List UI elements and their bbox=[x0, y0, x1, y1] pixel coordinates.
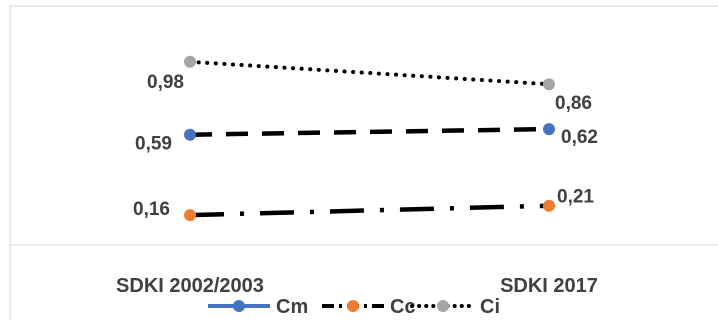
data-label-cc-2: 0,21 bbox=[557, 187, 594, 208]
series-line-cm bbox=[189, 126, 550, 137]
legend-label-ci: Ci bbox=[480, 296, 500, 318]
legend-swatch-marker-cm bbox=[233, 300, 245, 312]
data-label-ci-2: 0,86 bbox=[555, 93, 592, 114]
data-point-ci-2 bbox=[543, 78, 555, 91]
category-label-2: SDKI 2017 bbox=[500, 275, 598, 297]
legend-item-cc: Cc bbox=[322, 296, 416, 318]
data-point-cm-1 bbox=[184, 128, 196, 141]
series-line-ci bbox=[188, 59, 551, 87]
data-label-cc-1: 0,16 bbox=[133, 199, 170, 220]
series-line-cc bbox=[189, 203, 550, 218]
series-cm: 0,59 0,62 bbox=[135, 123, 598, 155]
legend-swatch-marker-ci bbox=[437, 300, 449, 312]
series-layer: 0,59 0,62 0,16 0,21 0,98 0,86 bbox=[133, 55, 598, 222]
data-point-cc-2 bbox=[543, 199, 555, 212]
category-axis: SDKI 2002/2003 SDKI 2017 bbox=[116, 275, 598, 297]
legend-item-ci: Ci bbox=[410, 296, 500, 318]
plot-frame bbox=[9, 5, 718, 320]
data-point-ci-1 bbox=[184, 55, 196, 68]
series-cc: 0,16 0,21 bbox=[133, 187, 594, 222]
data-point-cm-2 bbox=[543, 123, 555, 136]
legend-label-cc: Cc bbox=[390, 296, 416, 318]
category-label-1: SDKI 2002/2003 bbox=[116, 275, 264, 297]
data-label-ci-1: 0,98 bbox=[147, 72, 184, 93]
legend-swatch-marker-cc bbox=[347, 300, 359, 312]
data-label-cm-2: 0,62 bbox=[561, 127, 598, 148]
legend-item-cm: Cm bbox=[208, 296, 308, 318]
legend-label-cm: Cm bbox=[276, 296, 308, 318]
series-ci: 0,98 0,86 bbox=[147, 55, 592, 114]
legend: Cm Cc Ci bbox=[208, 296, 500, 318]
data-label-cm-1: 0,59 bbox=[135, 134, 172, 155]
data-point-cc-1 bbox=[184, 209, 196, 222]
